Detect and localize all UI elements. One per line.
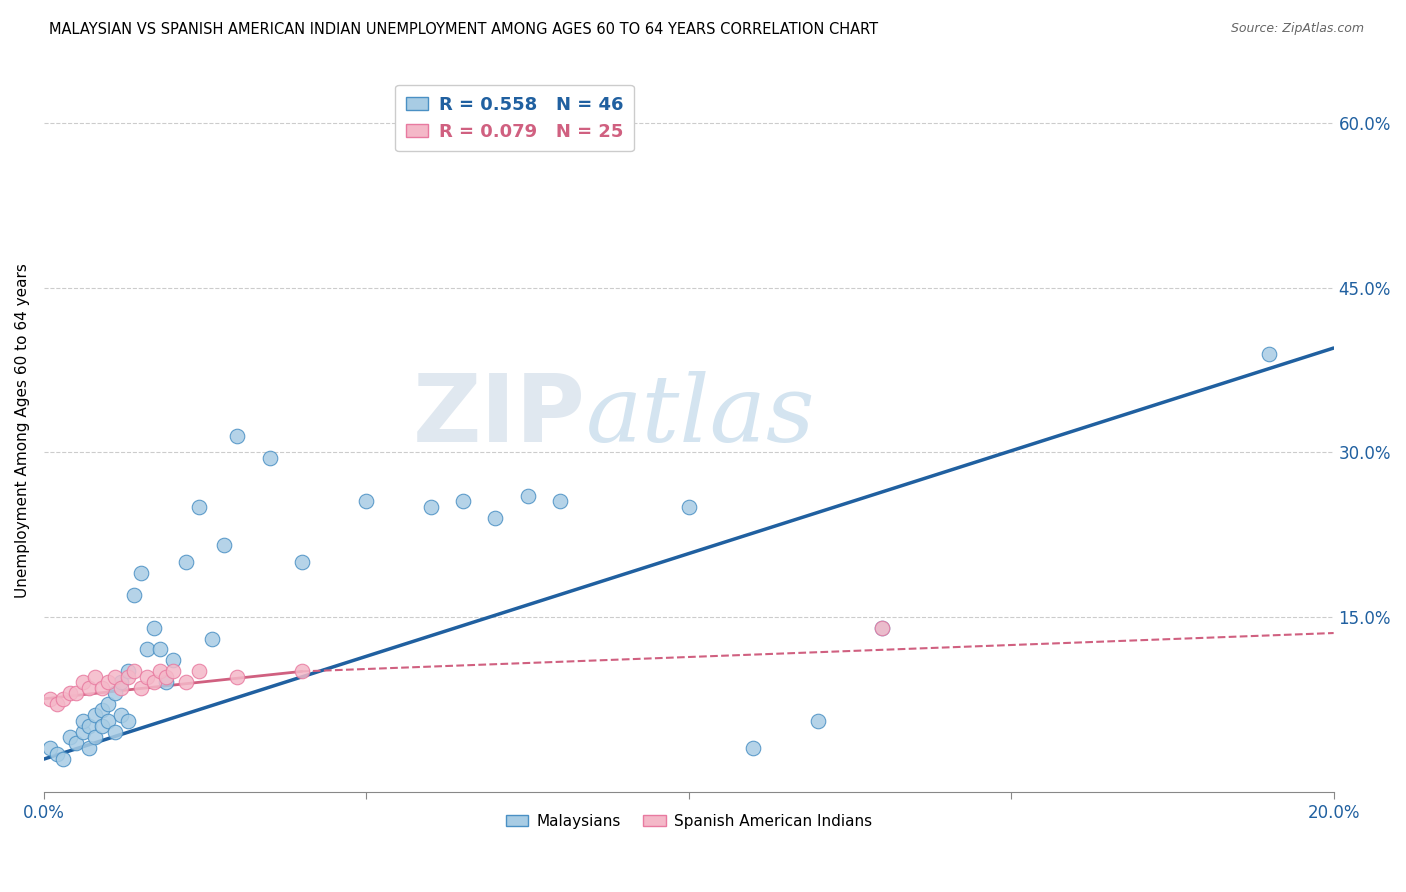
Point xyxy=(104,686,127,700)
Point xyxy=(77,719,100,733)
Point xyxy=(516,489,538,503)
Point xyxy=(72,675,94,690)
Point xyxy=(291,665,314,679)
Point xyxy=(200,632,222,646)
Point xyxy=(484,511,506,525)
Point xyxy=(807,714,830,728)
Point xyxy=(45,747,67,761)
Point xyxy=(174,555,197,569)
Point xyxy=(59,686,82,700)
Text: Source: ZipAtlas.com: Source: ZipAtlas.com xyxy=(1230,22,1364,36)
Point xyxy=(97,675,120,690)
Point xyxy=(110,708,132,723)
Point xyxy=(122,665,145,679)
Point xyxy=(97,714,120,728)
Point xyxy=(77,681,100,695)
Point xyxy=(84,730,107,744)
Point xyxy=(142,621,165,635)
Point xyxy=(45,698,67,712)
Text: ZIP: ZIP xyxy=(413,370,585,462)
Point xyxy=(90,681,112,695)
Point xyxy=(72,714,94,728)
Point xyxy=(870,621,893,635)
Point xyxy=(52,752,75,766)
Point xyxy=(155,675,177,690)
Text: MALAYSIAN VS SPANISH AMERICAN INDIAN UNEMPLOYMENT AMONG AGES 60 TO 64 YEARS CORR: MALAYSIAN VS SPANISH AMERICAN INDIAN UNE… xyxy=(49,22,879,37)
Point xyxy=(104,724,127,739)
Point xyxy=(162,665,184,679)
Point xyxy=(226,428,249,442)
Point xyxy=(149,665,172,679)
Point xyxy=(142,675,165,690)
Point xyxy=(117,670,139,684)
Point xyxy=(90,719,112,733)
Point xyxy=(65,736,87,750)
Point xyxy=(77,741,100,756)
Point xyxy=(174,675,197,690)
Point xyxy=(129,566,152,580)
Point xyxy=(1258,346,1281,360)
Point xyxy=(136,642,159,657)
Point xyxy=(548,494,571,508)
Point xyxy=(678,500,700,514)
Point xyxy=(136,670,159,684)
Point xyxy=(187,665,209,679)
Point xyxy=(291,555,314,569)
Point xyxy=(110,681,132,695)
Text: atlas: atlas xyxy=(585,371,815,461)
Point xyxy=(39,741,62,756)
Point xyxy=(226,670,249,684)
Legend: Malaysians, Spanish American Indians: Malaysians, Spanish American Indians xyxy=(499,808,879,835)
Point xyxy=(72,724,94,739)
Point xyxy=(59,730,82,744)
Point xyxy=(65,686,87,700)
Point xyxy=(451,494,474,508)
Point xyxy=(122,588,145,602)
Point xyxy=(155,670,177,684)
Point xyxy=(90,703,112,717)
Point xyxy=(39,691,62,706)
Point xyxy=(419,500,441,514)
Point xyxy=(104,670,127,684)
Point xyxy=(129,681,152,695)
Point xyxy=(52,691,75,706)
Point xyxy=(117,665,139,679)
Point xyxy=(110,675,132,690)
Point xyxy=(162,653,184,667)
Point xyxy=(84,670,107,684)
Point xyxy=(97,698,120,712)
Y-axis label: Unemployment Among Ages 60 to 64 years: Unemployment Among Ages 60 to 64 years xyxy=(15,263,30,598)
Point xyxy=(742,741,765,756)
Point xyxy=(259,450,281,465)
Point xyxy=(149,642,172,657)
Point xyxy=(214,538,236,552)
Point xyxy=(117,714,139,728)
Point xyxy=(84,708,107,723)
Point xyxy=(187,500,209,514)
Point xyxy=(870,621,893,635)
Point xyxy=(356,494,378,508)
